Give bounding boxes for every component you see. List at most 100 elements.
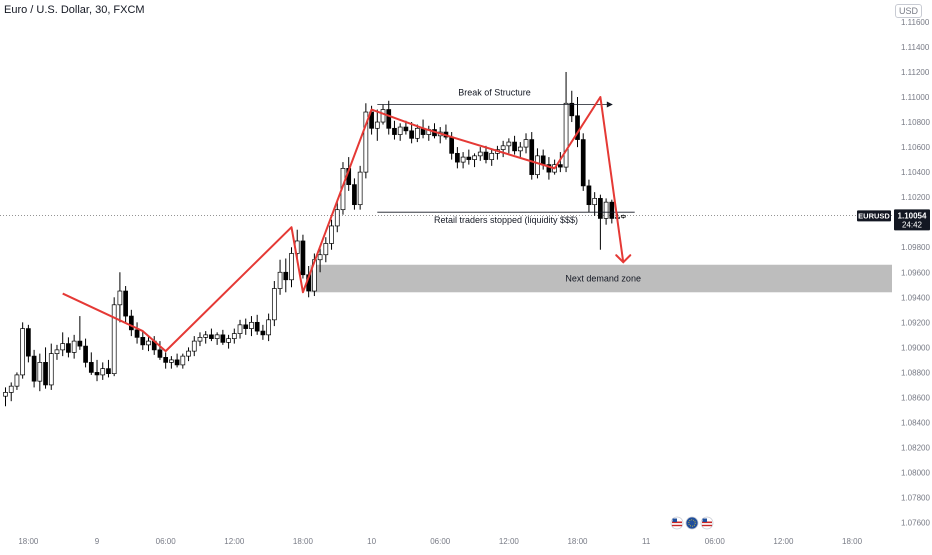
candle xyxy=(300,234,306,279)
candle xyxy=(414,124,420,143)
candle-body xyxy=(477,151,483,157)
candle-body xyxy=(323,243,329,256)
candle xyxy=(437,127,443,144)
candle-body xyxy=(231,333,237,339)
candle-body xyxy=(214,334,220,339)
candle xyxy=(289,247,294,288)
candle-body xyxy=(317,254,323,261)
candle xyxy=(443,124,449,140)
candle-body xyxy=(403,126,409,132)
candle xyxy=(580,133,586,191)
candle-body xyxy=(220,334,226,343)
candle-body xyxy=(455,152,460,163)
candle xyxy=(392,120,397,140)
candle xyxy=(277,259,283,295)
candle-body xyxy=(134,329,140,338)
candle xyxy=(540,149,546,170)
x-tick-label: 12:00 xyxy=(499,537,520,546)
y-tick-label: 1.10400 xyxy=(901,168,930,177)
candle xyxy=(397,123,403,141)
candle xyxy=(506,138,512,154)
candle-body xyxy=(209,334,214,339)
candle xyxy=(426,125,432,141)
candle xyxy=(620,214,626,219)
candle-body xyxy=(414,127,420,139)
eu-flag-icon[interactable] xyxy=(685,516,699,530)
candle xyxy=(169,356,174,369)
candle-body xyxy=(169,359,174,363)
us-flag-icon[interactable] xyxy=(700,516,714,530)
candle-body xyxy=(88,362,94,373)
candle-body xyxy=(380,109,386,123)
y-tick-label: 1.11000 xyxy=(901,93,930,102)
y-tick-label: 1.09200 xyxy=(901,318,930,327)
candle xyxy=(106,359,111,378)
candle xyxy=(557,152,563,173)
candle-body xyxy=(529,139,535,175)
us-flag-icon[interactable] xyxy=(670,516,684,530)
candle-body xyxy=(140,337,146,346)
candle-body xyxy=(43,362,48,386)
y-tick-label: 1.10200 xyxy=(901,193,930,202)
candle xyxy=(134,322,140,344)
candle-body xyxy=(243,324,249,329)
candle xyxy=(43,347,48,389)
candle-body xyxy=(48,353,54,386)
x-tick-label: 18:00 xyxy=(293,537,314,546)
flag-canton xyxy=(702,518,707,522)
candle xyxy=(66,337,71,358)
candle-body xyxy=(260,330,266,336)
candle xyxy=(563,71,569,173)
candle xyxy=(94,359,100,382)
candle-body xyxy=(374,121,380,129)
candle-body xyxy=(466,156,472,160)
candle-body xyxy=(37,362,43,382)
candle xyxy=(575,97,580,148)
candle-body xyxy=(569,102,575,117)
candle xyxy=(598,194,603,250)
symbol-tag-label: EURUSD xyxy=(858,211,890,220)
candle-body xyxy=(586,185,592,206)
y-tick-label: 1.08600 xyxy=(901,393,930,402)
candle-body xyxy=(249,321,254,329)
candle-body xyxy=(334,209,340,227)
candle-body xyxy=(598,198,603,219)
candle xyxy=(283,258,289,293)
y-tick-label: 1.09000 xyxy=(901,343,930,352)
x-tick-label: 18:00 xyxy=(842,537,863,546)
eu-flag-icon-base xyxy=(685,516,699,530)
x-tick-label: 06:00 xyxy=(705,537,726,546)
candle xyxy=(517,142,523,159)
candle xyxy=(48,343,54,390)
candle-body xyxy=(146,340,151,346)
candle xyxy=(231,328,237,344)
candle xyxy=(334,199,340,233)
candle xyxy=(609,199,615,224)
candle xyxy=(323,237,329,263)
candle xyxy=(472,153,477,168)
candle xyxy=(495,145,500,160)
flag-stripe xyxy=(702,521,712,524)
candle xyxy=(460,152,466,169)
candle-body xyxy=(8,385,14,393)
flag-canton xyxy=(672,518,677,522)
candle xyxy=(254,314,260,335)
y-tick-label: 1.07800 xyxy=(901,494,930,503)
candle xyxy=(546,157,552,180)
currency-badge[interactable]: USD xyxy=(894,4,922,18)
candle-body xyxy=(460,156,466,163)
candle xyxy=(174,353,180,368)
candle xyxy=(489,149,495,166)
candle-body xyxy=(226,338,231,343)
candle-body xyxy=(157,349,163,358)
candle-body xyxy=(392,127,397,135)
flag-stars xyxy=(688,519,696,527)
candle-body xyxy=(117,290,123,306)
candle-body xyxy=(100,368,106,376)
candle-body xyxy=(523,139,529,148)
candle xyxy=(14,372,20,390)
flag-stripe xyxy=(702,524,712,527)
price-tag xyxy=(894,209,930,231)
